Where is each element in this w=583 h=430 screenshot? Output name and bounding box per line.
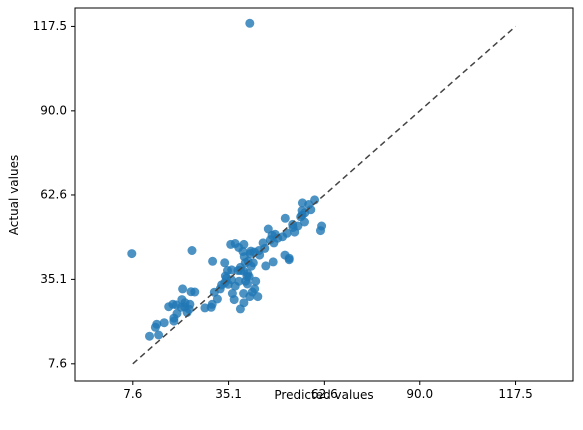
data-point bbox=[245, 18, 255, 28]
data-point bbox=[288, 219, 298, 229]
data-point bbox=[297, 206, 307, 216]
y-tick-label: 117.5 bbox=[33, 19, 67, 33]
y-axis-ticks: 7.6 35.1 62.6 90.0 117.5 bbox=[33, 19, 75, 370]
data-point bbox=[234, 243, 244, 252]
data-point bbox=[177, 295, 187, 305]
data-point bbox=[226, 275, 236, 285]
data-point bbox=[154, 330, 164, 340]
data-point bbox=[206, 302, 216, 312]
data-point bbox=[208, 256, 218, 266]
data-point bbox=[282, 228, 292, 238]
data-point bbox=[248, 258, 258, 268]
x-tick-label: 62.6 bbox=[311, 387, 338, 401]
data-point bbox=[242, 279, 252, 289]
data-point bbox=[178, 284, 188, 294]
x-axis-label: Predicted values bbox=[274, 388, 373, 402]
data-point bbox=[261, 261, 271, 271]
y-tick-label: 90.0 bbox=[40, 103, 67, 117]
data-point bbox=[152, 319, 162, 329]
data-point bbox=[268, 257, 278, 267]
y-tick-label: 62.6 bbox=[40, 187, 67, 201]
data-point bbox=[145, 331, 154, 341]
data-point bbox=[258, 238, 268, 248]
data-point bbox=[255, 250, 265, 260]
y-axis-label: Actual values bbox=[7, 155, 21, 235]
data-point bbox=[263, 224, 273, 234]
data-point bbox=[229, 295, 239, 305]
data-point bbox=[250, 284, 260, 294]
points-layer bbox=[127, 18, 327, 341]
data-point bbox=[316, 226, 325, 236]
data-point bbox=[190, 287, 200, 297]
data-point bbox=[290, 227, 300, 237]
data-point bbox=[297, 198, 307, 208]
data-point bbox=[246, 246, 256, 256]
x-axis-ticks: 7.6 35.1 62.6 90.0 117.5 bbox=[123, 381, 533, 401]
x-tick-label: 90.0 bbox=[406, 387, 433, 401]
data-point bbox=[212, 294, 222, 304]
x-tick-label: 7.6 bbox=[123, 387, 142, 401]
y-tick-label: 35.1 bbox=[40, 272, 67, 286]
data-point bbox=[251, 276, 261, 286]
x-tick-label: 117.5 bbox=[498, 387, 532, 401]
data-point bbox=[242, 272, 252, 282]
reference-line bbox=[132, 25, 517, 365]
data-point bbox=[187, 246, 197, 255]
data-point bbox=[284, 255, 294, 265]
data-point bbox=[127, 249, 137, 259]
data-point bbox=[235, 304, 245, 314]
data-point bbox=[220, 258, 230, 268]
data-point bbox=[159, 318, 169, 328]
data-point bbox=[253, 292, 263, 302]
data-point bbox=[280, 213, 290, 223]
y-tick-label: 7.6 bbox=[48, 356, 67, 370]
x-tick-label: 35.1 bbox=[215, 387, 242, 401]
data-point bbox=[234, 276, 244, 286]
data-point bbox=[185, 299, 195, 309]
